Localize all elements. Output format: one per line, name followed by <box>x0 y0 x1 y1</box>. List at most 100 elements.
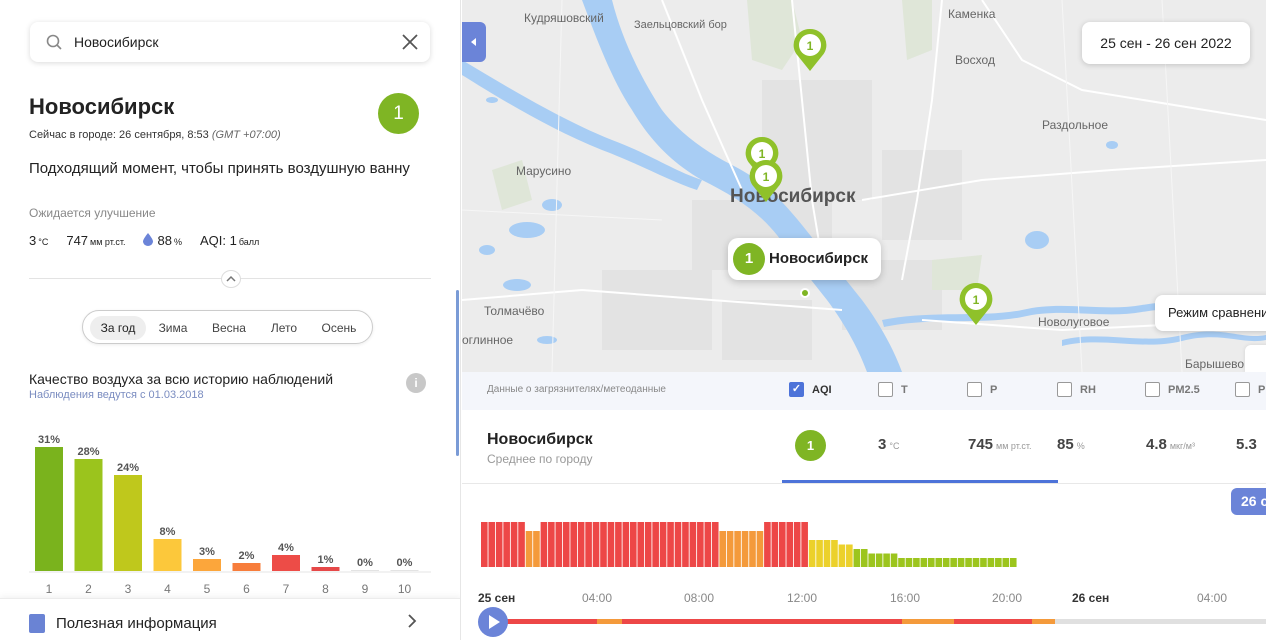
timeline-bar <box>719 531 726 567</box>
histogram-bar <box>114 475 142 571</box>
timeline-bar <box>644 522 652 567</box>
chevron-up-icon <box>226 275 236 282</box>
filter-bar: Данные о загрязнителях/метеоданные ✓ AQI … <box>462 372 1266 410</box>
timeline-bar <box>987 558 995 567</box>
histogram-bar <box>311 567 340 571</box>
filter-rh[interactable]: RH <box>1057 382 1096 397</box>
row-pm25: 4.8 мкг/м³ <box>1146 436 1195 453</box>
timeline-bar <box>667 522 674 567</box>
pin-label: 1 <box>973 293 980 307</box>
timeline-bar <box>562 522 570 567</box>
timeline-bar <box>548 522 555 567</box>
map-label-kamenka: Каменка <box>948 7 996 21</box>
history-title: Качество воздуха за всю историю наблюден… <box>29 371 334 387</box>
row-pm10: 5.3 <box>1236 436 1257 453</box>
timeline-tick-label: 04:00 <box>1197 591 1227 605</box>
season-tab-autumn[interactable]: Осень <box>321 321 357 335</box>
timeline-bar <box>883 553 890 567</box>
timeline-bar <box>764 522 771 567</box>
pressure-value: 747 <box>66 233 89 248</box>
season-tab-year[interactable]: За год <box>90 316 146 340</box>
progress-segment <box>902 619 954 624</box>
season-tab-summer[interactable]: Лето <box>270 321 298 335</box>
compare-mode-button[interactable]: Режим сравнения <box>1155 295 1266 331</box>
timeline-bar <box>756 531 764 567</box>
search-box[interactable] <box>30 22 430 62</box>
category-label: 9 <box>362 582 369 596</box>
timeline-bar <box>525 531 533 567</box>
timeline-bar <box>749 531 756 567</box>
timeline-tick-label: 04:00 <box>582 591 612 605</box>
timeline-bar <box>779 522 786 567</box>
map-control[interactable] <box>1245 345 1266 372</box>
season-tab-winter[interactable]: Зима <box>158 321 188 335</box>
category-label: 6 <box>243 582 250 596</box>
city-data-row[interactable]: Новосибирск Среднее по городу 1 3 °C 745 м… <box>462 410 1266 484</box>
map-label-voskhod: Восход <box>955 53 995 67</box>
progress-segment <box>502 619 597 624</box>
map-pin[interactable]: 1 <box>958 281 994 327</box>
map-pin[interactable]: 1 <box>748 158 784 204</box>
row-pm10-value: 5.3 <box>1236 436 1257 453</box>
book-icon <box>29 614 45 633</box>
timeline-bar <box>786 522 794 567</box>
panel-scrollbar[interactable] <box>456 290 459 456</box>
temperature-unit: °C <box>38 237 49 247</box>
pressure: 747 мм рт.ст. <box>66 233 125 248</box>
drop-icon <box>143 233 154 246</box>
row-city-name: Новосибирск <box>487 431 593 448</box>
temperature: 3 °C <box>29 233 48 248</box>
current-time-text: Сейчас в городе: 26 сентября, 8:53 <box>29 129 212 141</box>
useful-info-bar[interactable]: Полезная информация <box>0 598 460 640</box>
row-rh-unit: % <box>1076 441 1085 451</box>
histogram-bar <box>74 459 103 571</box>
popup-city-name: Новосибирск <box>769 250 869 267</box>
bar-value-label: 2% <box>239 550 255 562</box>
collapse-panel-button[interactable] <box>462 22 486 62</box>
row-rh: 85% <box>1057 436 1085 453</box>
close-icon[interactable] <box>400 32 420 52</box>
timeline-bar <box>875 553 883 567</box>
timeline-bar <box>540 522 548 567</box>
timeline-bar <box>957 558 965 567</box>
histogram-bar <box>390 570 419 571</box>
filter-pm25[interactable]: PM2.5 <box>1145 382 1200 397</box>
progress-segment <box>1055 619 1266 624</box>
temperature-value: 3 <box>29 233 37 248</box>
chevron-right-icon <box>408 614 417 628</box>
aqi-unit: балл <box>238 237 260 247</box>
timeline-bar <box>630 522 637 567</box>
filter-title: Данные о загрязнителях/метеоданные <box>487 384 666 395</box>
map-pin[interactable]: 1 <box>792 27 828 73</box>
timeline-bar <box>697 522 704 567</box>
timeline-bar <box>935 558 943 567</box>
collapse-button[interactable] <box>221 270 241 288</box>
timeline-bar <box>965 558 972 567</box>
category-label: 1 <box>46 582 53 596</box>
checkbox-icon <box>1235 382 1250 397</box>
filter-p[interactable]: P <box>967 382 997 397</box>
timeline-bar <box>1009 558 1017 567</box>
filter-aqi[interactable]: ✓ AQI <box>789 382 832 397</box>
histogram-bar <box>351 570 379 571</box>
row-rh-value: 85 <box>1057 436 1074 453</box>
timeline-bar <box>518 522 525 567</box>
timeline-date-badge[interactable]: 26 с <box>1231 488 1266 515</box>
map-label-marusino: Марусино <box>516 164 572 178</box>
timeline-bar <box>995 558 1002 567</box>
row-temp-unit: °C <box>889 441 900 451</box>
timezone: (GMT +07:00) <box>211 129 281 141</box>
season-tab-spring[interactable]: Весна <box>212 321 246 335</box>
timeline-bar <box>488 522 496 567</box>
timeline-bar <box>853 549 861 567</box>
city-popup[interactable]: 1 Новосибирск <box>728 238 881 280</box>
date-range[interactable]: 25 сен - 26 сен 2022 <box>1082 22 1250 64</box>
progress-segment <box>597 619 622 624</box>
info-icon[interactable]: i <box>406 373 426 393</box>
filter-label: P <box>990 383 998 396</box>
search-input[interactable] <box>74 30 374 54</box>
bar-value-label: 0% <box>397 557 413 569</box>
row-pressure-value: 745 <box>968 436 994 453</box>
filter-t[interactable]: T <box>878 382 908 397</box>
filter-pm10[interactable]: PM10 <box>1235 382 1266 397</box>
